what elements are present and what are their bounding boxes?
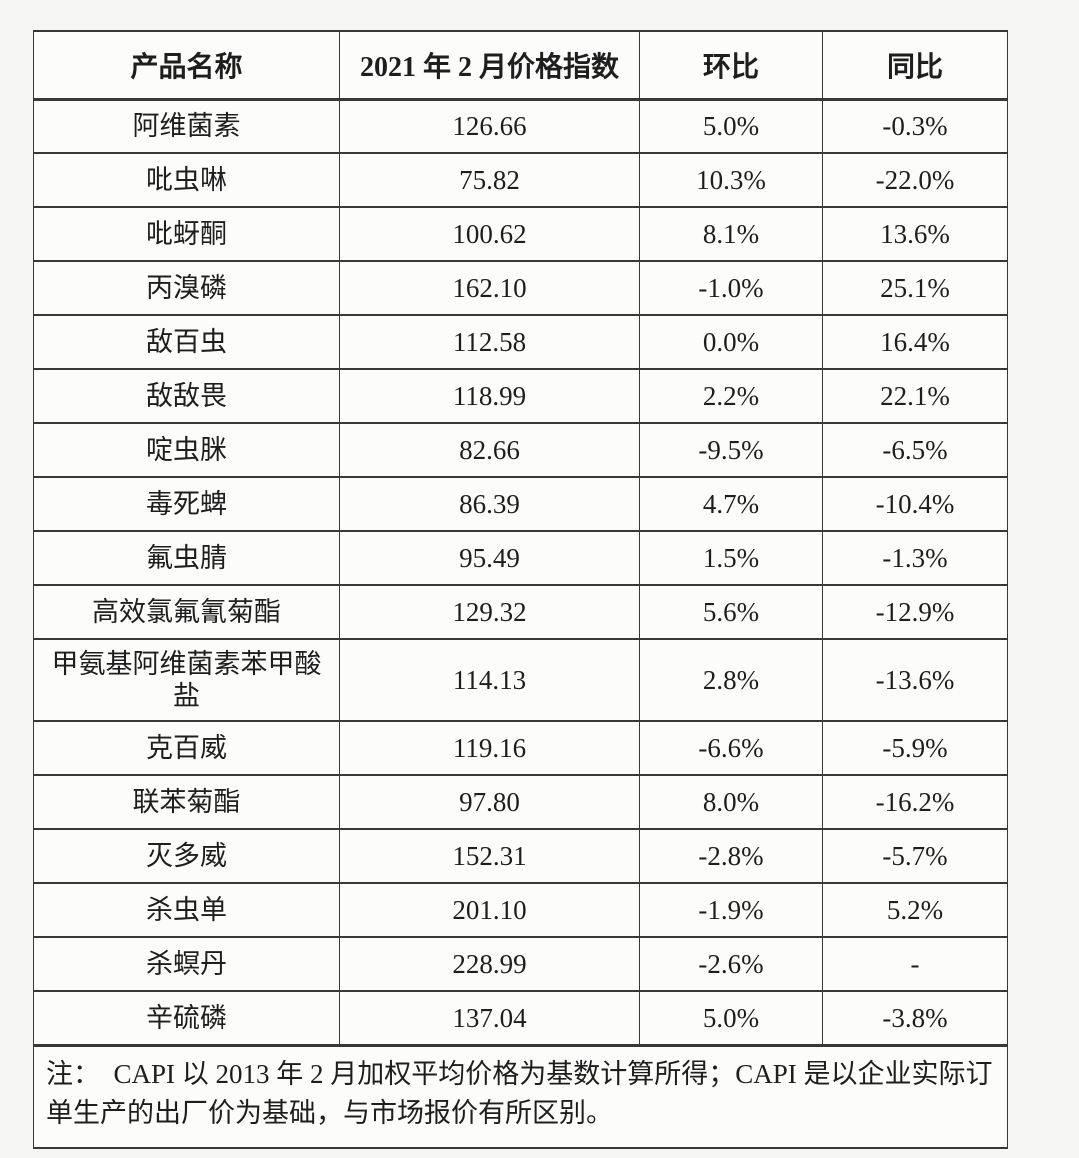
product-name-cell: 辛硫磷 [33, 990, 340, 1046]
product-name-cell: 敌敌畏 [33, 368, 340, 424]
product-name-cell: 丙溴磷 [33, 260, 340, 316]
index-cell: 100.62 [339, 206, 640, 262]
mom-cell: 4.7% [639, 476, 823, 532]
index-cell: 119.16 [339, 720, 640, 776]
mom-cell: -2.8% [639, 828, 823, 884]
product-name-cell: 敌百虫 [33, 314, 340, 370]
mom-cell: 5.6% [639, 584, 823, 640]
column-header-price-index: 2021 年 2 月价格指数 [339, 30, 640, 101]
index-cell: 97.80 [339, 774, 640, 830]
yoy-cell: -22.0% [822, 152, 1008, 208]
yoy-cell: -10.4% [822, 476, 1008, 532]
yoy-cell: -16.2% [822, 774, 1008, 830]
mom-cell: -6.6% [639, 720, 823, 776]
yoy-cell: 25.1% [822, 260, 1008, 316]
yoy-cell: -0.3% [822, 98, 1008, 154]
mom-cell: 8.0% [639, 774, 823, 830]
mom-cell: 0.0% [639, 314, 823, 370]
table-row: 丙溴磷 162.10 -1.0% 25.1% [33, 260, 1008, 316]
product-name-cell: 高效氯氟氰菊酯 [33, 584, 340, 640]
yoy-cell: -3.8% [822, 990, 1008, 1046]
mom-cell: 10.3% [639, 152, 823, 208]
index-cell: 201.10 [339, 882, 640, 938]
mom-cell: 1.5% [639, 530, 823, 586]
product-name-cell: 阿维菌素 [33, 98, 340, 154]
index-cell: 129.32 [339, 584, 640, 640]
index-cell: 82.66 [339, 422, 640, 478]
product-name-cell: 吡虫啉 [33, 152, 340, 208]
yoy-cell: -6.5% [822, 422, 1008, 478]
table-row: 联苯菊酯 97.80 8.0% -16.2% [33, 774, 1008, 830]
note-row: 注： CAPI 以 2013 年 2 月加权平均价格为基数计算所得；CAPI 是… [33, 1043, 1008, 1149]
index-cell: 112.58 [339, 314, 640, 370]
table-row: 氟虫腈 95.49 1.5% -1.3% [33, 530, 1008, 586]
product-name-cell: 毒死蜱 [33, 476, 340, 532]
header-row: 产品名称 2021 年 2 月价格指数 环比 同比 [33, 30, 1008, 101]
column-header-product-name: 产品名称 [33, 30, 340, 101]
product-name-cell: 氟虫腈 [33, 530, 340, 586]
product-name-cell: 联苯菊酯 [33, 774, 340, 830]
table-row: 高效氯氟氰菊酯 129.32 5.6% -12.9% [33, 584, 1008, 640]
product-name-cell: 啶虫脒 [33, 422, 340, 478]
yoy-cell: - [822, 936, 1008, 992]
yoy-cell: -5.7% [822, 828, 1008, 884]
index-cell: 75.82 [339, 152, 640, 208]
price-index-table: 产品名称 2021 年 2 月价格指数 环比 同比 阿维菌素 126.66 5.0%… [33, 30, 1008, 1149]
index-cell: 126.66 [339, 98, 640, 154]
yoy-cell: -5.9% [822, 720, 1008, 776]
mom-cell: -1.0% [639, 260, 823, 316]
table-row: 吡虫啉 75.82 10.3% -22.0% [33, 152, 1008, 208]
table-row: 毒死蜱 86.39 4.7% -10.4% [33, 476, 1008, 532]
note-text: 注： CAPI 以 2013 年 2 月加权平均价格为基数计算所得；CAPI 是… [33, 1043, 1008, 1149]
yoy-cell: -12.9% [822, 584, 1008, 640]
mom-cell: 2.8% [639, 638, 823, 722]
index-cell: 152.31 [339, 828, 640, 884]
table-row: 辛硫磷 137.04 5.0% -3.8% [33, 990, 1008, 1046]
table-row: 敌百虫 112.58 0.0% 16.4% [33, 314, 1008, 370]
mom-cell: 5.0% [639, 990, 823, 1046]
column-header-yoy-change: 同比 [822, 30, 1008, 101]
index-cell: 114.13 [339, 638, 640, 722]
table-row: 啶虫脒 82.66 -9.5% -6.5% [33, 422, 1008, 478]
product-name-cell: 甲氨基阿维菌素苯甲酸盐 [33, 638, 340, 722]
table-row: 甲氨基阿维菌素苯甲酸盐 114.13 2.8% -13.6% [33, 638, 1008, 722]
product-name-cell: 杀螟丹 [33, 936, 340, 992]
table-row: 阿维菌素 126.66 5.0% -0.3% [33, 98, 1008, 154]
table-row: 吡蚜酮 100.62 8.1% 13.6% [33, 206, 1008, 262]
column-header-mom-change: 环比 [639, 30, 823, 101]
index-cell: 162.10 [339, 260, 640, 316]
mom-cell: -1.9% [639, 882, 823, 938]
mom-cell: 5.0% [639, 98, 823, 154]
yoy-cell: 22.1% [822, 368, 1008, 424]
table-row: 杀螟丹 228.99 -2.6% - [33, 936, 1008, 992]
index-cell: 95.49 [339, 530, 640, 586]
table-row: 克百威 119.16 -6.6% -5.9% [33, 720, 1008, 776]
product-name-cell: 灭多威 [33, 828, 340, 884]
mom-cell: 8.1% [639, 206, 823, 262]
yoy-cell: -1.3% [822, 530, 1008, 586]
table-row: 敌敌畏 118.99 2.2% 22.1% [33, 368, 1008, 424]
yoy-cell: 5.2% [822, 882, 1008, 938]
index-cell: 137.04 [339, 990, 640, 1046]
product-name-cell: 克百威 [33, 720, 340, 776]
index-cell: 228.99 [339, 936, 640, 992]
yoy-cell: 13.6% [822, 206, 1008, 262]
table-row: 灭多威 152.31 -2.8% -5.7% [33, 828, 1008, 884]
yoy-cell: -13.6% [822, 638, 1008, 722]
index-cell: 86.39 [339, 476, 640, 532]
product-name-cell: 吡蚜酮 [33, 206, 340, 262]
mom-cell: 2.2% [639, 368, 823, 424]
product-name-cell: 杀虫单 [33, 882, 340, 938]
table-row: 杀虫单 201.10 -1.9% 5.2% [33, 882, 1008, 938]
mom-cell: -2.6% [639, 936, 823, 992]
mom-cell: -9.5% [639, 422, 823, 478]
index-cell: 118.99 [339, 368, 640, 424]
yoy-cell: 16.4% [822, 314, 1008, 370]
